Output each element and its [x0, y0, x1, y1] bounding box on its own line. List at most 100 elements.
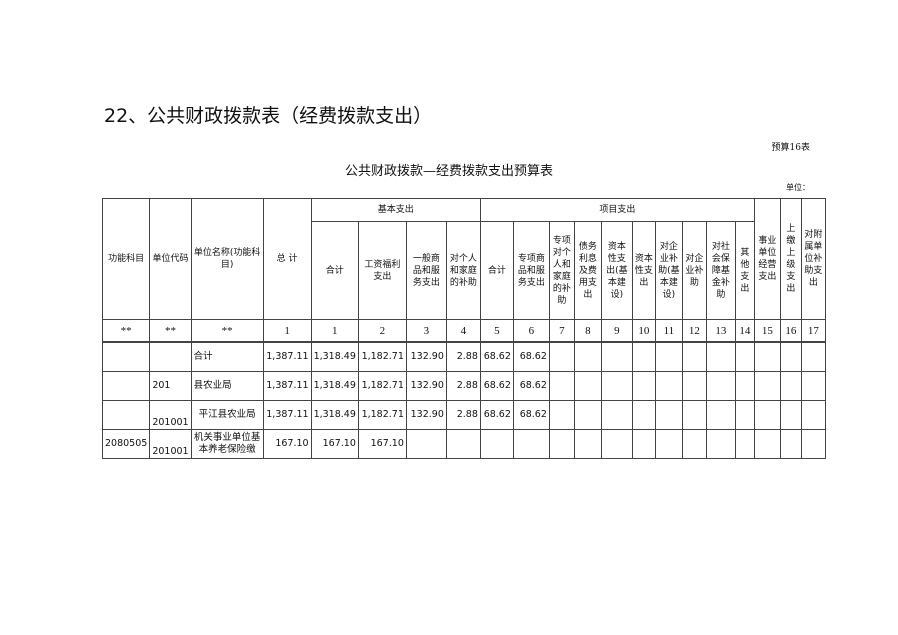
- column-number: **: [149, 319, 192, 343]
- value-cell: [631, 341, 656, 372]
- value-cell: 1,387.11: [262, 341, 312, 372]
- value-cell: [705, 400, 736, 430]
- value-cell: [631, 429, 656, 459]
- value-cell: 1,387.11: [262, 400, 312, 430]
- func-code-cell: [101, 371, 151, 401]
- value-cell: [779, 429, 802, 459]
- value-cell: [654, 400, 683, 430]
- header-project-col: 资本性支出: [631, 221, 656, 320]
- header-biz: 事业单位经营支出: [753, 198, 781, 320]
- unit-name-cell: 平江县农业局: [190, 400, 264, 430]
- page-title: 22、公共财政拨款表（经费拨款支出）: [104, 105, 433, 127]
- value-cell: [548, 400, 575, 430]
- value-cell: [681, 341, 707, 372]
- header-project-col: 对社会保障基金补助: [705, 221, 736, 320]
- value-cell: 1,318.49: [310, 400, 359, 430]
- value-cell: 68.62: [479, 371, 514, 401]
- value-cell: [405, 429, 447, 459]
- value-cell: [573, 371, 602, 401]
- header-basic-col: 一般商品和服务支出: [405, 221, 447, 320]
- column-number: 4: [445, 319, 481, 343]
- value-cell: [779, 400, 802, 430]
- value-cell: 167.10: [310, 429, 359, 459]
- value-cell: [705, 341, 736, 372]
- column-number: 12: [681, 319, 707, 343]
- header-basic: 基本支出: [310, 198, 481, 222]
- value-cell: 1,387.11: [262, 371, 312, 401]
- value-cell: [705, 429, 736, 459]
- value-cell: [681, 400, 707, 430]
- header-project-col: 对企业补助(基本建设): [654, 221, 683, 320]
- value-cell: 167.10: [357, 429, 407, 459]
- value-cell: [631, 400, 656, 430]
- header-project-col: 对企业补助: [681, 221, 707, 320]
- header-sub: 对附属单位补助支出: [800, 198, 826, 320]
- unit-code-cell: 201001: [149, 429, 192, 459]
- column-number: 7: [548, 319, 575, 343]
- value-cell: [600, 429, 633, 459]
- table-row: 2080505 201001 机关事业单位基本养老保险缴 167.10 167.10 16…: [101, 429, 826, 459]
- value-cell: 68.62: [479, 400, 514, 430]
- value-cell: [573, 429, 602, 459]
- form-number: 预算16表: [771, 143, 810, 153]
- value-cell: [753, 400, 781, 430]
- value-cell: [654, 371, 683, 401]
- header-upper: 上缴上级支出: [779, 198, 802, 320]
- value-cell: 132.90: [405, 400, 447, 430]
- column-number: 9: [600, 319, 633, 343]
- value-cell: [681, 429, 707, 459]
- budget-table: 功能科目 单位代码 单位名称(功能科目) 总 计 基本支出 项目支出 事业单位经…: [101, 198, 826, 459]
- column-number: 16: [779, 319, 802, 343]
- value-cell: [753, 371, 781, 401]
- header-name: 单位名称(功能科目): [190, 198, 264, 320]
- header-project-col: 资本性支出(基本建设): [600, 221, 633, 320]
- value-cell: [800, 429, 826, 459]
- header-func: 功能科目: [101, 198, 151, 320]
- value-cell: [512, 429, 550, 459]
- value-cell: [779, 371, 802, 401]
- column-number: 17: [800, 319, 826, 343]
- column-number: 1: [262, 319, 312, 343]
- value-cell: 1,182.71: [357, 341, 407, 372]
- value-cell: 1,182.71: [357, 400, 407, 430]
- value-cell: 167.10: [262, 429, 312, 459]
- value-cell: [600, 371, 633, 401]
- column-number: 1: [310, 319, 359, 343]
- header-project-col: 专项商品和服务支出: [512, 221, 550, 320]
- value-cell: [631, 371, 656, 401]
- header-basic-col: 工资福利支出: [357, 221, 407, 320]
- column-number: 5: [479, 319, 514, 343]
- value-cell: 68.62: [512, 371, 550, 401]
- value-cell: 68.62: [479, 341, 514, 372]
- value-cell: [573, 400, 602, 430]
- header-project-col: 债务利息及费用支出: [573, 221, 602, 320]
- header-project-col: 其他支出: [734, 221, 755, 320]
- value-cell: [779, 341, 802, 372]
- value-cell: 1,318.49: [310, 371, 359, 401]
- value-cell: 68.62: [512, 341, 550, 372]
- value-cell: [681, 371, 707, 401]
- func-code-cell: [101, 341, 151, 372]
- value-cell: [548, 429, 575, 459]
- value-cell: [734, 341, 755, 372]
- unit-name-cell: 合计: [190, 341, 264, 372]
- column-number: **: [190, 319, 264, 343]
- value-cell: 132.90: [405, 341, 447, 372]
- value-cell: [753, 429, 781, 459]
- unit-code-cell: [149, 341, 192, 372]
- value-cell: [705, 371, 736, 401]
- value-cell: 68.62: [512, 400, 550, 430]
- value-cell: [654, 429, 683, 459]
- value-cell: 2.88: [445, 341, 481, 372]
- header-project-col: 专项对个人和家庭的补助: [548, 221, 575, 320]
- unit-code-cell: 201001: [149, 400, 192, 430]
- value-cell: [573, 341, 602, 372]
- header-code: 单位代码: [149, 198, 192, 320]
- value-cell: [734, 371, 755, 401]
- value-cell: 132.90: [405, 371, 447, 401]
- value-cell: 1,182.71: [357, 371, 407, 401]
- value-cell: [734, 429, 755, 459]
- table-row: 201 县农业局 1,387.11 1,318.49 1,182.71 132.90 2.8…: [101, 371, 826, 401]
- column-number: 14: [734, 319, 755, 343]
- column-number: 15: [753, 319, 781, 343]
